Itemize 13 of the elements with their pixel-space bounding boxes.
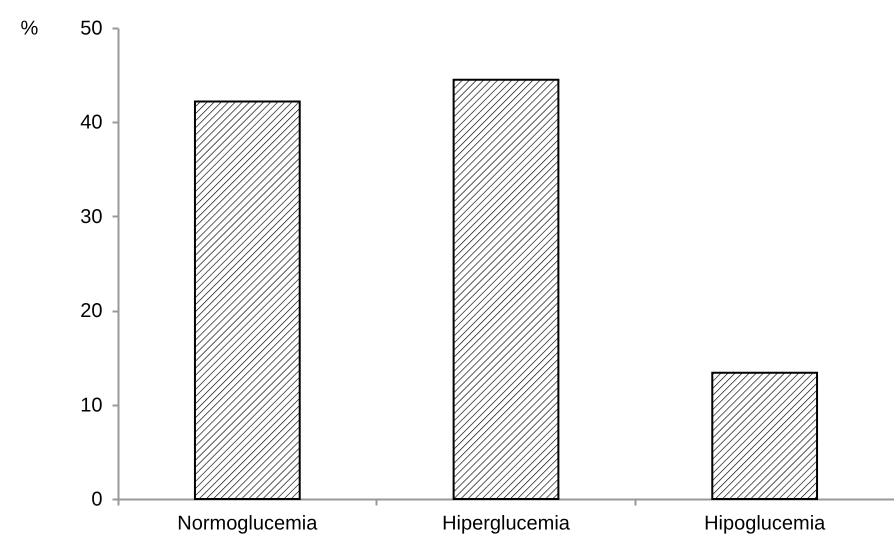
y-tick-label: 10 [80, 394, 102, 416]
y-tick-label: 30 [80, 206, 102, 228]
x-tick-label: Hiperglucemia [442, 512, 571, 534]
y-tick-label: 40 [80, 112, 102, 134]
y-tick-label: 20 [80, 300, 102, 322]
x-tick-label: Normoglucemia [177, 512, 318, 534]
bar [711, 372, 818, 500]
y-tick-label: 50 [80, 18, 102, 40]
x-tick-label: Hipoglucemia [704, 512, 826, 534]
y-tick-label: 0 [91, 488, 102, 510]
bar [452, 78, 560, 500]
bar [194, 100, 301, 500]
y-axis-title: % [20, 18, 38, 40]
